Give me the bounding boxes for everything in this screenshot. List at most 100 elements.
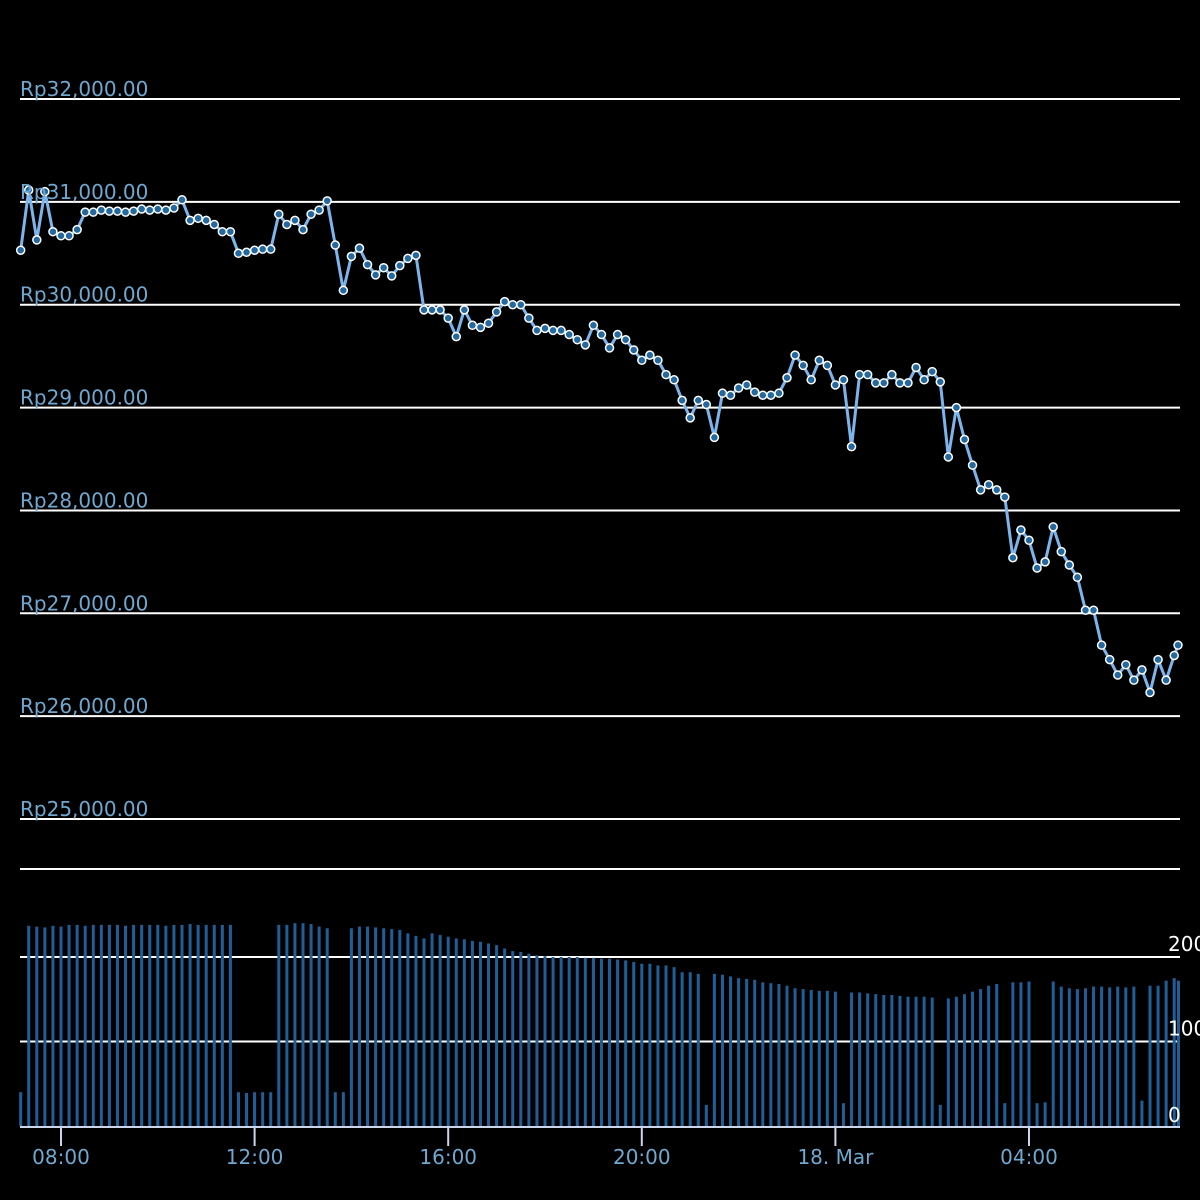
price-point <box>1056 546 1067 557</box>
price-point <box>959 434 970 445</box>
volume-bar <box>164 925 168 1126</box>
price-point <box>104 206 115 216</box>
price-point <box>48 226 58 237</box>
price-point <box>403 253 413 264</box>
price-point <box>774 388 784 398</box>
volume-bar <box>1132 986 1136 1126</box>
volume-bar <box>43 927 47 1126</box>
x-tick-label: 18. Mar <box>797 1145 874 1169</box>
volume-bar <box>761 982 765 1126</box>
volume-bar <box>720 974 724 1126</box>
price-point <box>1169 650 1179 661</box>
price-point <box>370 270 381 280</box>
price-point <box>193 213 203 224</box>
volume-bar <box>212 924 216 1126</box>
volume-bar <box>83 925 87 1126</box>
price-point <box>169 203 179 213</box>
volume-bar <box>575 957 579 1126</box>
x-tick-label: 04:00 <box>1000 1145 1058 1169</box>
price-point <box>362 259 373 270</box>
price-point <box>274 209 284 219</box>
price-point <box>524 313 534 323</box>
price-gridlines <box>20 98 1180 870</box>
volume-bar <box>930 997 934 1126</box>
volume-bar <box>962 994 966 1126</box>
volume-bar <box>261 1092 265 1126</box>
volume-bar <box>245 1093 249 1126</box>
volume-bar <box>608 958 612 1126</box>
price-point <box>895 378 905 388</box>
volume-bar <box>1140 1100 1144 1126</box>
price-point <box>564 329 574 340</box>
price-point <box>685 413 695 423</box>
price-point <box>612 329 623 340</box>
volume-bar <box>906 996 910 1126</box>
volume-bar <box>696 973 700 1126</box>
volume-bar <box>632 962 636 1126</box>
price-point <box>1032 563 1042 573</box>
price-point <box>887 369 897 380</box>
volume-bar <box>414 935 418 1126</box>
volume-bar <box>27 925 31 1126</box>
price-point <box>653 355 663 366</box>
price-point <box>443 313 453 323</box>
price-point <box>879 378 889 388</box>
volume-bar <box>1108 987 1112 1126</box>
volume-bar <box>527 953 531 1126</box>
volume-bar <box>140 924 144 1126</box>
price-point <box>1048 522 1058 532</box>
volume-bar <box>325 928 329 1126</box>
volume-bar <box>704 1104 708 1126</box>
volume-bar <box>132 924 136 1126</box>
volume-bar <box>995 984 999 1126</box>
price-point <box>669 375 679 385</box>
price-point <box>177 195 187 205</box>
volume-bar <box>124 925 128 1126</box>
volume-bar <box>67 924 71 1126</box>
price-point <box>677 395 687 406</box>
price-point <box>249 245 260 255</box>
price-point <box>628 345 639 355</box>
price-point <box>1137 665 1147 675</box>
price-point <box>282 219 292 230</box>
volume-bar <box>1043 1102 1047 1126</box>
price-point <box>1088 605 1099 615</box>
volume-bar <box>115 924 119 1126</box>
volume-bar <box>398 929 402 1126</box>
price-point <box>854 369 865 380</box>
volume-bar <box>35 926 39 1126</box>
volume-bar <box>519 951 523 1126</box>
volume-bar <box>817 990 821 1126</box>
volume-bar <box>422 938 426 1126</box>
volume-bar <box>1164 980 1168 1126</box>
volume-bar <box>914 996 918 1126</box>
price-tick-label: Rp31,000.00 <box>20 180 148 204</box>
price-point <box>919 375 929 385</box>
price-point <box>499 296 510 307</box>
price-point <box>556 325 566 336</box>
volume-bar <box>1083 988 1087 1126</box>
volume-bar <box>59 926 63 1126</box>
volume-bar <box>446 936 450 1126</box>
volume-bar <box>188 924 192 1126</box>
volume-bar <box>1124 987 1128 1126</box>
price-point <box>1016 525 1026 535</box>
volume-bar <box>850 992 854 1126</box>
price-point <box>1000 492 1010 502</box>
price-point <box>153 204 163 214</box>
volume-bar <box>599 958 603 1126</box>
volume-bar <box>1019 982 1023 1126</box>
volume-bar <box>333 1092 337 1126</box>
price-point <box>1173 640 1183 650</box>
price-point <box>516 299 526 310</box>
price-point <box>806 375 816 385</box>
price-point <box>72 224 82 235</box>
volume-axis-labels: 0 100 200 <box>1168 932 1200 1127</box>
price-point <box>322 196 332 206</box>
price-point <box>386 271 397 281</box>
price-point <box>983 479 994 490</box>
volume-bar <box>583 957 587 1126</box>
volume-bar <box>293 923 297 1126</box>
price-point <box>88 207 99 217</box>
price-point <box>411 250 421 261</box>
